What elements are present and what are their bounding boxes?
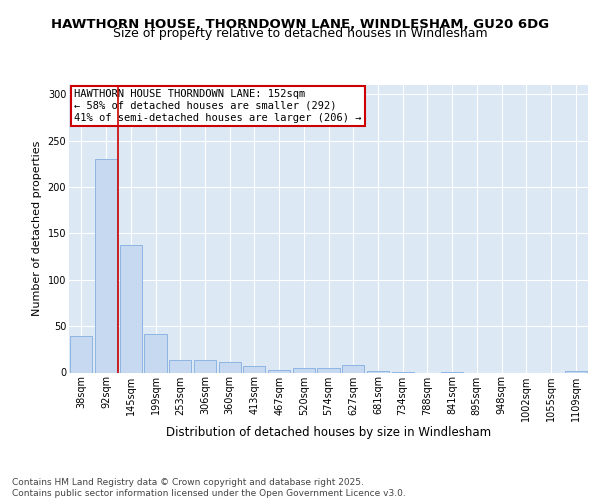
Bar (565, 370, 587, 372)
Text: HAWTHORN HOUSE, THORNDOWN LANE, WINDLESHAM, GU20 6DG: HAWTHORN HOUSE, THORNDOWN LANE, WINDLESH… (51, 18, 549, 30)
Bar (293, 368, 315, 372)
Bar (268, 370, 290, 372)
Bar (367, 370, 389, 372)
Bar (317, 368, 340, 372)
Bar (218, 362, 241, 372)
Bar (243, 366, 265, 372)
Bar (95, 159, 117, 372)
Bar (169, 360, 191, 372)
Y-axis label: Number of detached properties: Number of detached properties (32, 141, 42, 316)
Bar (70, 336, 92, 372)
Text: HAWTHORN HOUSE THORNDOWN LANE: 152sqm
← 58% of detached houses are smaller (292): HAWTHORN HOUSE THORNDOWN LANE: 152sqm ← … (74, 90, 362, 122)
Bar (119, 246, 142, 372)
Bar (145, 334, 167, 372)
Bar (194, 360, 216, 372)
Bar (342, 365, 364, 372)
Text: Size of property relative to detached houses in Windlesham: Size of property relative to detached ho… (113, 28, 487, 40)
X-axis label: Distribution of detached houses by size in Windlesham: Distribution of detached houses by size … (166, 426, 491, 440)
Text: Contains HM Land Registry data © Crown copyright and database right 2025.
Contai: Contains HM Land Registry data © Crown c… (12, 478, 406, 498)
